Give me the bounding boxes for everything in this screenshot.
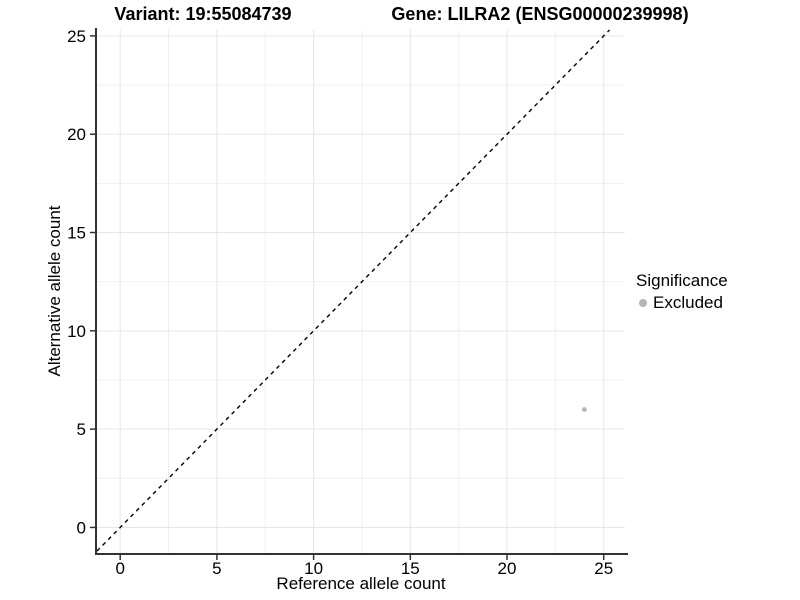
identity-line (96, 29, 611, 552)
y-tick-label: 15 (67, 224, 86, 243)
data-point (581, 407, 587, 412)
legend-item-excluded: Excluded (636, 293, 728, 313)
y-tick-label: 25 (67, 27, 86, 46)
x-axis-label: Reference allele count (276, 574, 446, 593)
x-tick-label: 15 (401, 559, 420, 578)
y-tick-label: 0 (77, 518, 86, 537)
x-tick-label: 20 (498, 559, 517, 578)
x-tick-label: 0 (115, 559, 124, 578)
x-tick-label: 10 (304, 559, 323, 578)
legend-title: Significance (636, 271, 728, 290)
legend-item-label: Excluded (653, 293, 723, 312)
legend-point-icon (639, 299, 647, 307)
y-tick-label: 10 (67, 322, 86, 341)
x-tick-label: 25 (594, 559, 613, 578)
plot-title-variant: Variant: 19:55084739 (114, 4, 292, 24)
legend: Significance Excluded (636, 271, 728, 313)
y-axis-label: Alternative allele count (45, 205, 64, 377)
plot-title-gene: Gene: LILRA2 (ENSG00000239998) (391, 4, 689, 24)
x-tick-label: 5 (212, 559, 221, 578)
y-tick-label: 20 (67, 125, 86, 144)
y-tick-label: 5 (77, 420, 86, 439)
